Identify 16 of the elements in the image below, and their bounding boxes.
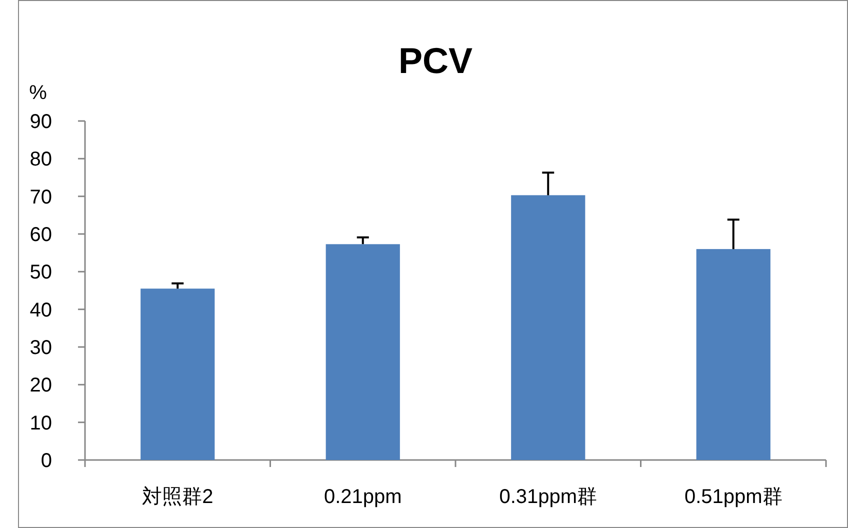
y-axis-title: % <box>29 82 48 104</box>
y-tick-label: 40 <box>30 299 52 322</box>
y-tick-label: 30 <box>30 337 52 359</box>
chart-title: PCV <box>398 40 473 81</box>
y-tick-label: 70 <box>30 186 52 208</box>
x-tick-label: 0.31ppm群 <box>499 486 598 508</box>
y-tick-label: 90 <box>30 111 52 133</box>
x-tick-label: 0.51ppm群 <box>684 486 782 508</box>
y-tick-label: 0 <box>40 450 52 472</box>
x-tick-label: 対照群2 <box>142 486 214 508</box>
x-tick-label: 0.21ppm <box>324 486 402 508</box>
y-tick-label: 20 <box>30 374 52 397</box>
y-tick-label: 50 <box>30 262 52 284</box>
y-tick-label: 60 <box>30 224 52 246</box>
y-tick-label: 10 <box>30 412 52 434</box>
y-tick-label: 80 <box>30 148 52 171</box>
